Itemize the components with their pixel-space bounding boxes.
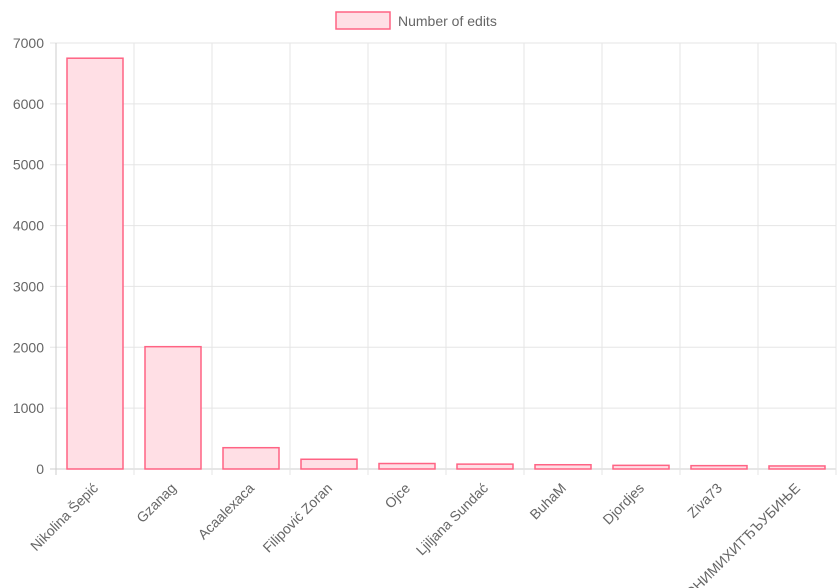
y-tick-label: 6000 (13, 96, 44, 112)
y-tick-label: 3000 (13, 278, 44, 294)
x-tick-label: Ojce (381, 480, 413, 512)
bar[interactable] (378, 462, 436, 470)
x-tick-label: Ziva73 (684, 480, 725, 521)
legend-swatch[interactable] (335, 11, 391, 30)
y-tick-label: 1000 (13, 400, 44, 416)
x-tick-label: BuhaM (526, 480, 569, 523)
bar[interactable] (690, 464, 748, 470)
x-tick-label: Nikolina Šepić (27, 480, 101, 554)
bar[interactable] (222, 446, 280, 470)
y-tick-label: 0 (36, 461, 44, 477)
x-tick-label: Gzanag (133, 480, 179, 526)
legend-label[interactable]: Number of edits (398, 13, 497, 29)
x-tick-label: Filipović Zoran (259, 480, 335, 556)
x-axis-ticks: Nikolina Šepić Gzanag Acaalexaca Filipović … (27, 480, 803, 588)
bar[interactable] (300, 458, 358, 470)
y-tick-label: 5000 (13, 157, 44, 173)
y-axis-ticks: 0 1000 2000 3000 4000 5000 6000 7000 (13, 35, 44, 477)
x-tick-label: Ljiljana Sundać (413, 480, 491, 558)
legend[interactable]: Number of edits (335, 11, 497, 30)
bar[interactable] (144, 345, 202, 470)
y-tick-label: 4000 (13, 218, 44, 234)
bars (66, 57, 826, 470)
bar[interactable] (456, 463, 514, 470)
bar[interactable] (534, 463, 592, 470)
x-tick-label: Djordjes (599, 480, 647, 528)
y-tick-label: 2000 (13, 339, 44, 355)
x-tick-label: ЗВОНИМИХИТЂЪУБИЊЕ (670, 480, 804, 588)
bar[interactable] (768, 465, 826, 470)
x-tick-label: Acaalexaca (195, 480, 258, 543)
y-tick-label: 7000 (13, 35, 44, 51)
grid (50, 42, 837, 475)
bar[interactable] (66, 57, 124, 470)
bar[interactable] (612, 464, 670, 470)
